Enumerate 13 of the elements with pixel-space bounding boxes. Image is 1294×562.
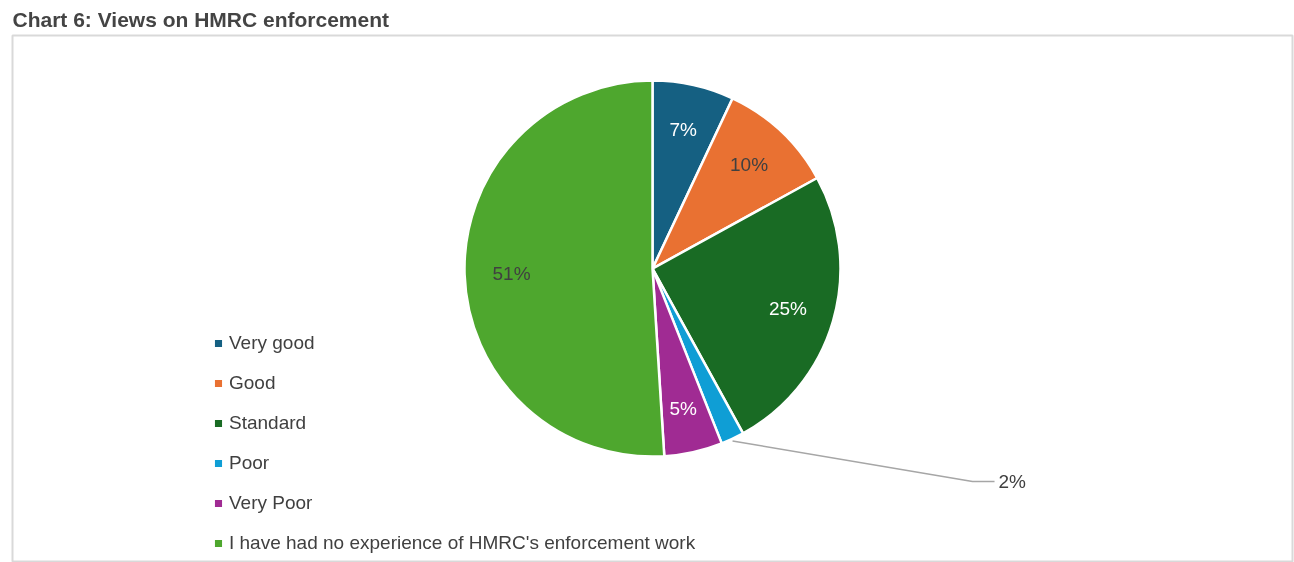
data-label: 25% [768, 297, 808, 319]
data-label: 10% [730, 153, 769, 175]
chart-title: Chart 6: Views on HMRC enforcement [12, 7, 390, 31]
data-label: 5% [669, 397, 698, 419]
data-label: 2% [998, 471, 1027, 493]
data-label: 51% [492, 262, 531, 284]
data-label: 7% [669, 118, 698, 140]
legend-label: Poor [229, 452, 270, 474]
legend-label: Very good [229, 332, 315, 354]
legend-label: Good [229, 372, 276, 394]
legend-label: Very Poor [229, 492, 313, 514]
legend-label: I have had no experience of HMRC's enforcement work [229, 532, 696, 554]
legend-label: Standard [229, 412, 307, 434]
